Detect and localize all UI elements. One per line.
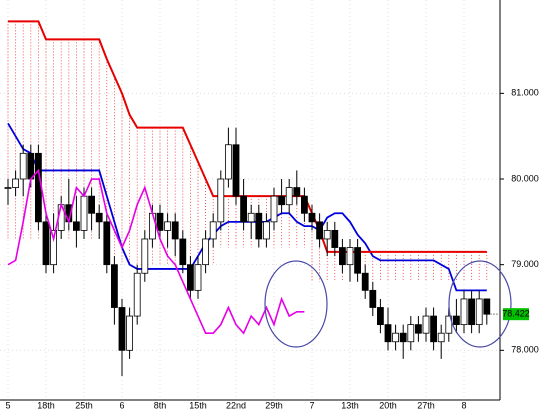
candle-body xyxy=(19,152,27,180)
candle-body xyxy=(270,195,278,223)
last-price-box xyxy=(503,308,529,321)
candle-body xyxy=(255,212,263,240)
candle-body xyxy=(103,221,111,266)
candle-body xyxy=(460,298,468,326)
highlight-circle xyxy=(448,260,512,348)
candle-body xyxy=(179,238,187,266)
x-tick-label: 6 xyxy=(119,400,124,410)
y-tick-label: 78.000 xyxy=(511,345,539,355)
candle-body xyxy=(95,212,103,223)
candle-body xyxy=(148,212,156,240)
x-tick-label: 13th xyxy=(341,400,359,410)
candle-body xyxy=(240,195,248,223)
candle-body xyxy=(4,187,12,189)
candle-body xyxy=(354,247,362,274)
candle-body xyxy=(376,307,384,326)
candle-body xyxy=(407,324,415,343)
last-price-label: 78.422 xyxy=(502,309,530,319)
candle-body xyxy=(278,195,286,206)
candle-body xyxy=(437,332,445,343)
candle-body xyxy=(316,221,324,240)
candle-body xyxy=(42,221,50,266)
x-tick-label: 18th xyxy=(37,400,55,410)
x-tick-label: 20th xyxy=(379,400,397,410)
candle-body xyxy=(293,187,301,197)
candle-body xyxy=(422,315,430,334)
candle-body xyxy=(194,264,202,291)
x-tick-label: 29th xyxy=(265,400,283,410)
candle-body xyxy=(399,332,407,343)
candle-body xyxy=(171,221,179,240)
candle-body xyxy=(262,221,270,240)
x-tick-label: 25th xyxy=(75,400,93,410)
candle-body xyxy=(445,315,453,334)
candle-body xyxy=(308,212,316,223)
candle-body xyxy=(80,195,88,231)
candle-body xyxy=(209,221,217,240)
candle-body xyxy=(430,315,438,343)
candle-body xyxy=(323,230,331,240)
candle-body xyxy=(111,264,118,308)
candle-body xyxy=(164,221,172,231)
y-tick-label: 79.000 xyxy=(511,259,539,269)
x-tick-label: 7 xyxy=(309,400,314,410)
candle-body xyxy=(118,307,126,351)
candle-body xyxy=(133,272,141,317)
candle-body xyxy=(285,187,293,206)
candle-body xyxy=(141,238,149,274)
candle-body xyxy=(202,238,210,266)
candle-body xyxy=(88,195,95,214)
candle-body xyxy=(224,144,232,180)
x-tick-label: 22nd xyxy=(226,400,246,410)
x-tick-label: 15th xyxy=(189,400,207,410)
candle-body xyxy=(452,315,460,326)
line-blue xyxy=(7,122,487,292)
candle-body xyxy=(73,221,80,231)
candle-body xyxy=(384,324,392,343)
candle-body xyxy=(468,298,476,326)
candle-body xyxy=(27,152,35,180)
candle-body xyxy=(12,178,20,188)
candle-body xyxy=(483,298,491,315)
candle-body xyxy=(156,212,164,231)
line-magenta xyxy=(7,168,305,335)
candle-body xyxy=(338,247,346,266)
candle-body xyxy=(414,324,422,334)
candle-body xyxy=(232,144,240,197)
line-red xyxy=(8,20,487,253)
candle-body xyxy=(475,298,483,326)
candle-body xyxy=(392,332,400,343)
candle-body xyxy=(300,195,308,214)
candle-body xyxy=(50,230,57,266)
x-tick-label: 5 xyxy=(5,400,10,410)
candle-body xyxy=(126,315,133,351)
highlight-circle xyxy=(264,260,328,348)
candle-body xyxy=(331,230,339,248)
x-tick-label: 8th xyxy=(154,400,167,410)
candle-body xyxy=(369,289,377,308)
candle-body xyxy=(217,178,225,223)
x-tick-label: 8 xyxy=(461,400,466,410)
y-tick-label: 81.000 xyxy=(511,88,539,98)
candle-body xyxy=(361,272,369,291)
candle-body xyxy=(186,264,194,291)
x-tick-label: 27th xyxy=(417,400,435,410)
candle-body xyxy=(35,152,42,223)
candle-body xyxy=(346,247,354,266)
candle-body xyxy=(247,212,255,223)
y-tick-label: 80.000 xyxy=(511,173,539,183)
